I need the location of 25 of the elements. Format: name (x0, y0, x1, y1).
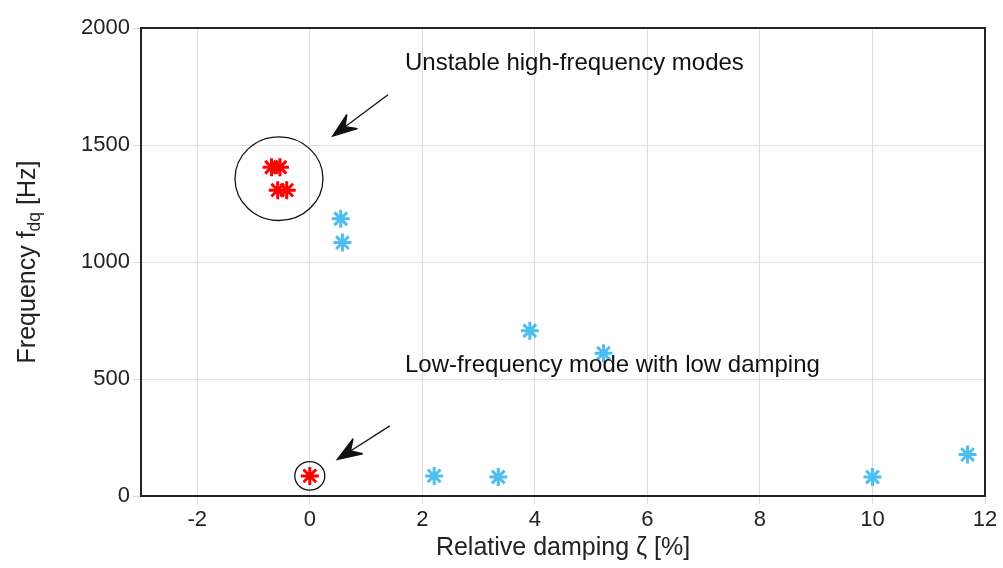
point (276, 179, 298, 201)
point (423, 465, 445, 487)
annotation: Unstable high-frequency modes (405, 47, 744, 75)
point (331, 232, 353, 254)
x-tick-label: 2 (416, 506, 429, 532)
x-tick-label: -2 (187, 506, 208, 532)
point (861, 466, 883, 488)
x-tick-label: 6 (641, 506, 654, 532)
x-axis-title: Relative damping ζ [%] (435, 531, 691, 560)
x-tick-label: 10 (860, 506, 885, 532)
y-tick-label: 500 (93, 365, 130, 391)
x-tick-label: 12 (972, 506, 998, 532)
x-tick-label: 8 (753, 506, 767, 532)
y-axis-title: Frequency fdq [Hz] (11, 160, 45, 364)
y-tick-label: 1500 (81, 131, 130, 157)
y-tick-label: 0 (117, 482, 130, 508)
x-tick-label: 0 (303, 506, 316, 532)
point (487, 466, 509, 488)
y-tick-label: 1000 (81, 248, 130, 274)
point (519, 320, 541, 342)
point (330, 208, 352, 230)
y-tick-label: 2000 (81, 14, 130, 40)
annotation: Low-frequency mode with low damping (405, 349, 820, 377)
x-tick-label: 4 (528, 506, 541, 532)
point (957, 444, 979, 466)
